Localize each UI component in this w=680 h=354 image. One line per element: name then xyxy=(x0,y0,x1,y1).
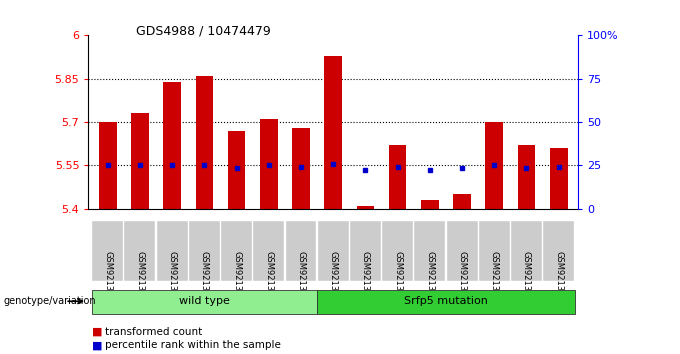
Text: GSM921328: GSM921328 xyxy=(168,251,177,302)
Text: genotype/variation: genotype/variation xyxy=(3,296,96,306)
Bar xyxy=(389,145,407,209)
Bar xyxy=(163,82,181,209)
FancyBboxPatch shape xyxy=(124,221,156,281)
FancyBboxPatch shape xyxy=(318,221,349,281)
FancyBboxPatch shape xyxy=(92,221,123,281)
Bar xyxy=(453,194,471,209)
Bar xyxy=(517,145,535,209)
Bar xyxy=(324,56,342,209)
Bar xyxy=(486,122,503,209)
Text: GSM921335: GSM921335 xyxy=(393,251,402,302)
Text: GSM921327: GSM921327 xyxy=(135,251,144,302)
Text: GSM921339: GSM921339 xyxy=(522,251,531,302)
Text: GSM921340: GSM921340 xyxy=(554,251,563,302)
Text: GSM921337: GSM921337 xyxy=(458,251,466,302)
Bar xyxy=(260,119,277,209)
FancyBboxPatch shape xyxy=(479,221,510,281)
Text: transformed count: transformed count xyxy=(105,327,203,337)
FancyBboxPatch shape xyxy=(92,290,317,314)
FancyBboxPatch shape xyxy=(447,221,477,281)
Bar xyxy=(131,114,149,209)
Text: ■: ■ xyxy=(92,327,102,337)
FancyBboxPatch shape xyxy=(221,221,252,281)
Bar xyxy=(356,206,374,209)
Text: GSM921326: GSM921326 xyxy=(103,251,112,302)
FancyBboxPatch shape xyxy=(156,221,188,281)
Text: percentile rank within the sample: percentile rank within the sample xyxy=(105,340,282,350)
Bar xyxy=(196,76,214,209)
Text: GSM921334: GSM921334 xyxy=(361,251,370,302)
Text: GDS4988 / 10474479: GDS4988 / 10474479 xyxy=(136,25,271,38)
FancyBboxPatch shape xyxy=(350,221,381,281)
Text: ■: ■ xyxy=(92,340,102,350)
FancyBboxPatch shape xyxy=(189,221,220,281)
Bar xyxy=(550,148,568,209)
Text: wild type: wild type xyxy=(179,296,230,306)
FancyBboxPatch shape xyxy=(543,221,574,281)
Bar xyxy=(99,122,116,209)
Text: Srfp5 mutation: Srfp5 mutation xyxy=(404,296,488,306)
Text: GSM921338: GSM921338 xyxy=(490,251,498,302)
Bar xyxy=(228,131,245,209)
Text: GSM921333: GSM921333 xyxy=(328,251,338,302)
Text: GSM921336: GSM921336 xyxy=(425,251,435,302)
FancyBboxPatch shape xyxy=(254,221,284,281)
Text: GSM921331: GSM921331 xyxy=(265,251,273,302)
FancyBboxPatch shape xyxy=(414,221,445,281)
Bar xyxy=(292,128,310,209)
FancyBboxPatch shape xyxy=(382,221,413,281)
FancyBboxPatch shape xyxy=(511,221,542,281)
Bar xyxy=(421,200,439,209)
FancyBboxPatch shape xyxy=(286,221,316,281)
Text: GSM921330: GSM921330 xyxy=(232,251,241,302)
FancyBboxPatch shape xyxy=(317,290,575,314)
Text: GSM921329: GSM921329 xyxy=(200,251,209,302)
Text: GSM921332: GSM921332 xyxy=(296,251,305,302)
